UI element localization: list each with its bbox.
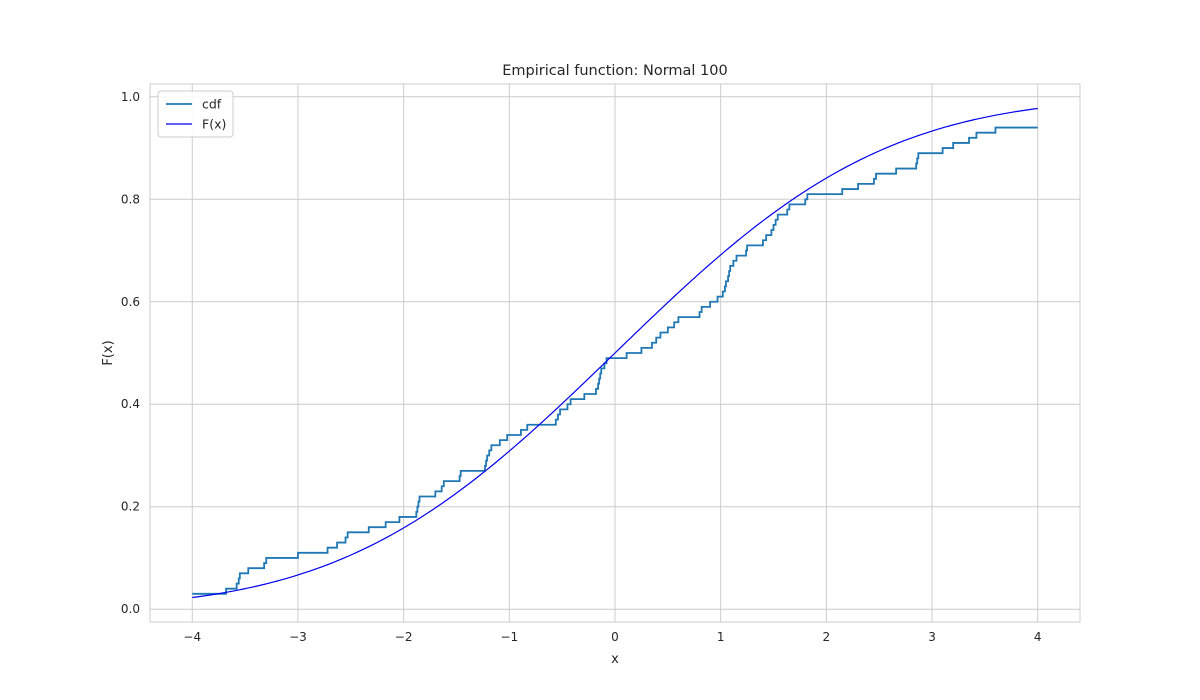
chart-title: Empirical function: Normal 100 bbox=[502, 63, 727, 79]
y-tick-label: 1.0 bbox=[121, 90, 140, 104]
x-ticks: −4 −3 −2 −1 0 1 2 3 4 bbox=[183, 630, 1041, 644]
y-axis-label: F(x) bbox=[101, 340, 116, 365]
x-tick-label: 1 bbox=[717, 630, 725, 644]
series-line-fx bbox=[192, 107, 1038, 599]
y-tick-label: 0.8 bbox=[121, 192, 140, 206]
y-ticks: 0.0 0.2 0.4 0.6 0.8 1.0 bbox=[121, 90, 140, 616]
x-tick-label: −2 bbox=[395, 630, 413, 644]
legend-box bbox=[157, 90, 234, 138]
x-tick-label: 0 bbox=[611, 630, 619, 644]
series-layer bbox=[192, 107, 1038, 599]
legend-label-fx: F(x) bbox=[202, 117, 226, 132]
x-tick-label: 2 bbox=[823, 630, 831, 644]
y-tick-label: 0.2 bbox=[121, 500, 140, 514]
plot-frame bbox=[149, 83, 1081, 623]
x-tick-label: −3 bbox=[289, 630, 307, 644]
y-tick-label: 0.0 bbox=[121, 602, 140, 616]
x-tick-label: −1 bbox=[500, 630, 518, 644]
x-axis-label: x bbox=[611, 652, 619, 667]
x-tick-label: 4 bbox=[1034, 630, 1042, 644]
grid bbox=[150, 84, 1080, 622]
legend-label-cdf: cdf bbox=[202, 97, 222, 112]
x-tick-label: 3 bbox=[928, 630, 936, 644]
y-tick-label: 0.6 bbox=[121, 295, 140, 309]
x-tick-label: −4 bbox=[183, 630, 201, 644]
y-tick-label: 0.4 bbox=[121, 397, 140, 411]
legend: cdf F(x) bbox=[157, 90, 234, 138]
